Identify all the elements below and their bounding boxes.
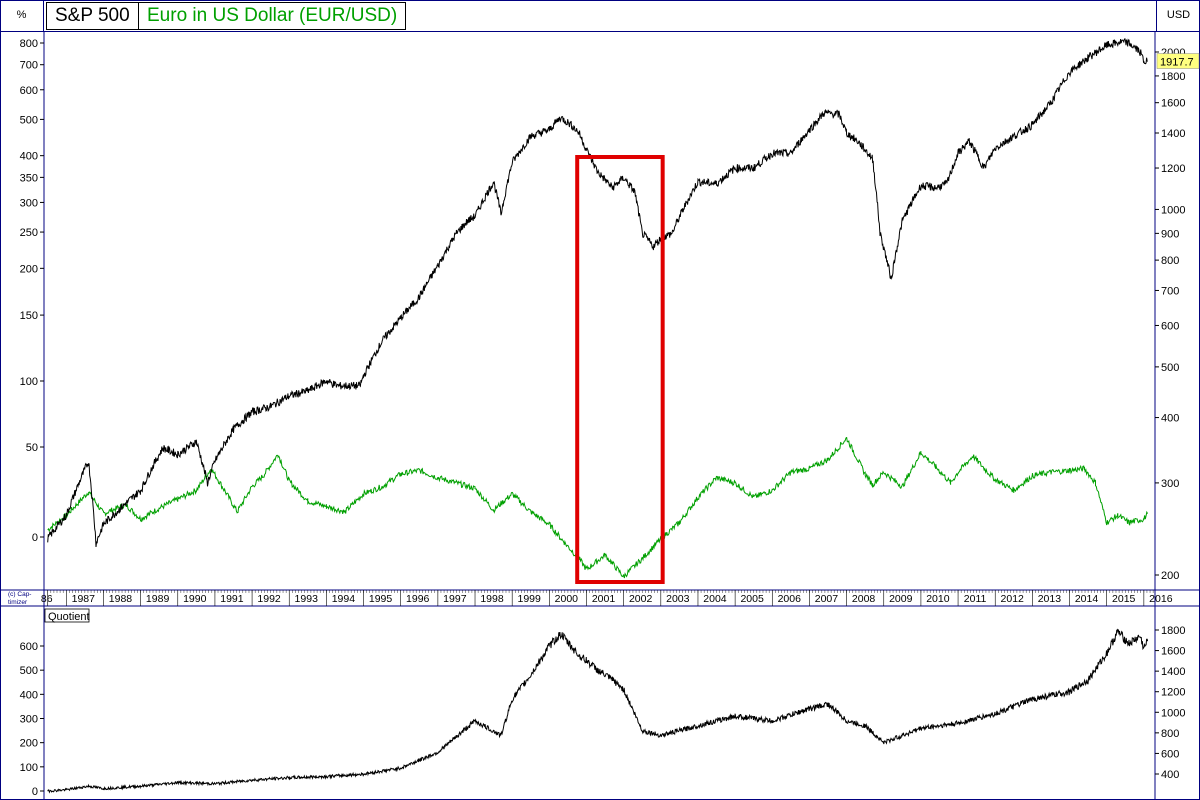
chart-header: % S&P 500 Euro in US Dollar (EUR/USD) US… xyxy=(0,0,1200,32)
quotient-right-tick-label: 400 xyxy=(1161,769,1179,781)
year-tick-label: 1989 xyxy=(146,593,170,605)
year-tick-label: 1997 xyxy=(443,593,467,605)
left-tick-label: 600 xyxy=(20,85,38,97)
right-tick-label: 700 xyxy=(1161,285,1179,297)
left-tick-label: 300 xyxy=(20,197,38,209)
right-unit-label: USD xyxy=(1156,0,1200,32)
year-tick-label: 2005 xyxy=(740,593,764,605)
quotient-right-tick-label: 1600 xyxy=(1161,646,1185,658)
sp500-line xyxy=(47,37,1148,548)
quotient-line xyxy=(47,628,1149,794)
year-tick-label: 1987 xyxy=(72,593,96,605)
right-tick-label: 500 xyxy=(1161,362,1179,374)
year-tick-label: 86 xyxy=(41,593,53,605)
copyright-text: (c) Cap- xyxy=(8,591,31,598)
quotient-left-tick-label: 500 xyxy=(20,665,38,677)
quotient-right-tick-label: 1800 xyxy=(1161,625,1185,637)
right-tick-label: 300 xyxy=(1161,478,1179,490)
left-unit-label: % xyxy=(0,0,44,32)
right-tick-label: 800 xyxy=(1161,255,1179,267)
quotient-left-tick-label: 100 xyxy=(20,762,38,774)
sp500-title[interactable]: S&P 500 xyxy=(46,2,139,30)
left-tick-label: 500 xyxy=(20,114,38,126)
right-tick-label: 600 xyxy=(1161,320,1179,332)
year-tick-label: 2000 xyxy=(555,593,579,605)
year-tick-label: 2003 xyxy=(666,593,690,605)
quotient-label-box xyxy=(44,608,90,623)
right-tick-label: 1800 xyxy=(1161,71,1185,83)
axes-layer xyxy=(0,32,1200,800)
right-tick-label: 1000 xyxy=(1161,204,1185,216)
left-tick-label: 150 xyxy=(20,310,38,322)
quotient-right-tick-label: 800 xyxy=(1161,728,1179,740)
right-tick-label: 900 xyxy=(1161,228,1179,240)
highlight-rectangle xyxy=(575,155,665,584)
left-tick-label: 0 xyxy=(32,532,38,544)
year-tick-label: 2012 xyxy=(1001,593,1025,605)
last-value-box xyxy=(1156,53,1200,69)
year-tick-label: 1995 xyxy=(369,593,393,605)
year-tick-label: 2007 xyxy=(815,593,839,605)
year-tick-label: 2013 xyxy=(1038,593,1062,605)
quotient-right-tick-label: 600 xyxy=(1161,748,1179,760)
year-tick-label: 1998 xyxy=(480,593,504,605)
quotient-right-tick-label: 1200 xyxy=(1161,687,1185,699)
left-tick-label: 800 xyxy=(20,38,38,50)
year-tick-label: 1999 xyxy=(518,593,542,605)
quotient-left-tick-label: 300 xyxy=(20,714,38,726)
left-tick-label: 100 xyxy=(20,376,38,388)
last-value-label: 1917.7 xyxy=(1160,57,1194,69)
left-tick-label: 700 xyxy=(20,60,38,72)
year-tick-label: 1994 xyxy=(332,593,356,605)
year-tick-label: 2006 xyxy=(778,593,802,605)
eurusd-title[interactable]: Euro in US Dollar (EUR/USD) xyxy=(138,2,407,30)
year-tick-label: 1988 xyxy=(109,593,133,605)
series-layer xyxy=(47,37,1149,794)
right-tick-label: 400 xyxy=(1161,413,1179,425)
quotient-right-tick-label: 1400 xyxy=(1161,666,1185,678)
year-tick-label: 1990 xyxy=(183,593,207,605)
right-tick-label: 1200 xyxy=(1161,163,1185,175)
quotient-left-tick-label: 200 xyxy=(20,738,38,750)
year-tick-label: 2016 xyxy=(1149,593,1173,605)
year-tick-label: 2001 xyxy=(592,593,616,605)
right-tick-label: 200 xyxy=(1161,570,1179,582)
quotient-left-tick-label: 400 xyxy=(20,689,38,701)
year-tick-label: 1996 xyxy=(406,593,430,605)
year-tick-label: 1992 xyxy=(257,593,281,605)
year-tick-label: 1993 xyxy=(295,593,319,605)
left-tick-label: 200 xyxy=(20,263,38,275)
year-tick-label: 1991 xyxy=(220,593,244,605)
copyright-text: timizer xyxy=(8,599,28,606)
year-tick-label: 2002 xyxy=(629,593,653,605)
quotient-label: Quotient xyxy=(48,611,90,623)
year-tick-label: 2014 xyxy=(1075,593,1099,605)
left-tick-label: 250 xyxy=(20,227,38,239)
eurusd-line xyxy=(47,437,1149,579)
quotient-left-tick-label: 600 xyxy=(20,641,38,653)
right-tick-label: 1400 xyxy=(1161,128,1185,140)
labels-layer: 8007006005004003503002502001501005002000… xyxy=(8,38,1200,798)
quotient-right-tick-label: 1000 xyxy=(1161,707,1185,719)
quotient-left-tick-label: 0 xyxy=(32,786,38,798)
year-tick-label: 2015 xyxy=(1112,593,1136,605)
year-tick-label: 2004 xyxy=(703,593,727,605)
right-tick-label: 1600 xyxy=(1161,98,1185,110)
left-tick-label: 350 xyxy=(20,172,38,184)
year-tick-label: 2010 xyxy=(926,593,950,605)
year-tick-label: 2008 xyxy=(852,593,876,605)
year-tick-label: 2011 xyxy=(964,593,987,605)
year-tick-label: 2009 xyxy=(889,593,913,605)
left-tick-label: 400 xyxy=(20,151,38,163)
left-tick-label: 50 xyxy=(26,442,38,454)
